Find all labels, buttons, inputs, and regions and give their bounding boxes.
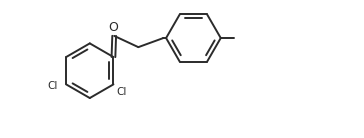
Text: Cl: Cl [116, 87, 127, 97]
Text: Cl: Cl [47, 81, 58, 91]
Text: O: O [108, 21, 118, 34]
